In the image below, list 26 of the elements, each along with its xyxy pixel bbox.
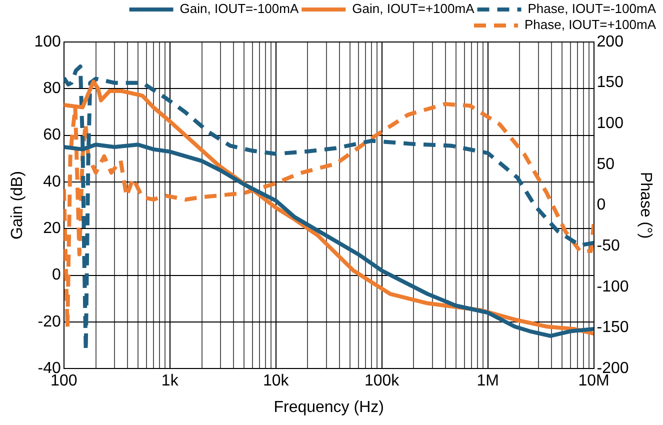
y-tick-label: 100 — [34, 33, 61, 50]
y2-axis-title: Phase (°) — [636, 172, 654, 239]
x-tick-label: 1k — [161, 372, 180, 390]
y-tick-label: 80 — [43, 80, 61, 98]
legend-label: Gain, IOUT=-100mA — [180, 1, 299, 16]
legend-label: Gain, IOUT=+100mA — [352, 1, 475, 16]
y2-tick-label: 150 — [596, 74, 624, 92]
y-tick-label: 60 — [43, 126, 61, 144]
y-axis-title: Gain (dB) — [9, 171, 26, 240]
y2-tick-label: -100 — [596, 278, 629, 296]
x-axis-title: Frequency (Hz) — [274, 398, 384, 416]
y-tick-label: 20 — [43, 220, 61, 238]
y-tick-label: 40 — [43, 173, 61, 190]
y2-tick-label: 50 — [596, 156, 615, 173]
y2-tick-label: 200 — [596, 33, 624, 50]
legend-label: Phase, IOUT=-100mA — [528, 1, 656, 16]
y2-tick-label: 100 — [596, 115, 624, 132]
x-tick-label: 100k — [364, 372, 400, 390]
x-tick-label: 1M — [476, 372, 499, 390]
legend-label: Phase, IOUT=+100mA — [524, 17, 656, 32]
y2-tick-label: -150 — [596, 319, 629, 336]
y2-tick-label: 0 — [596, 196, 606, 214]
y-tick-label: 0 — [52, 266, 61, 284]
y2-tick-label: -50 — [596, 238, 620, 255]
y-tick-label: -20 — [38, 313, 61, 330]
x-tick-label: 10k — [262, 372, 290, 390]
